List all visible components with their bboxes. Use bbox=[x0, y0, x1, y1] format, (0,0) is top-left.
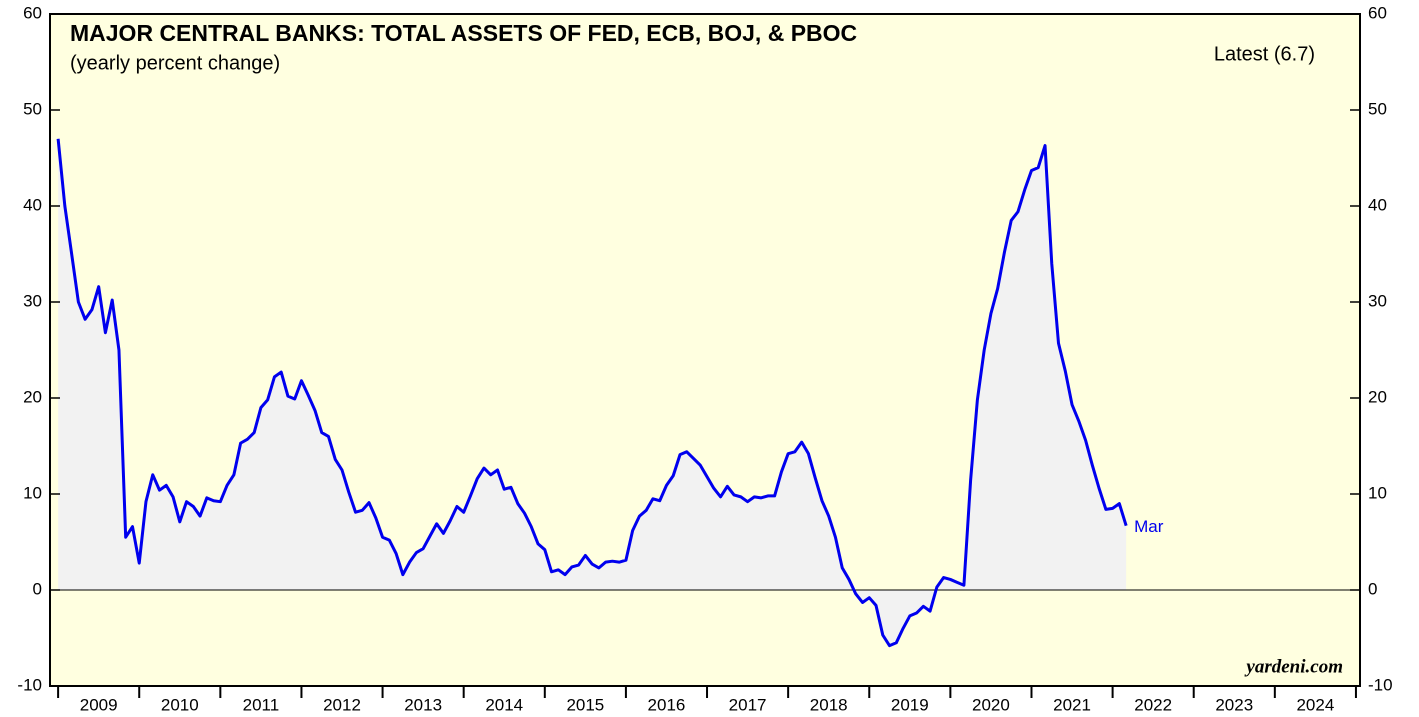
line bbox=[56, 138, 1128, 648]
area bbox=[58, 138, 1127, 646]
y-tick-label: 30 bbox=[23, 291, 42, 310]
y-tick-label: 50 bbox=[23, 99, 42, 118]
source: yardeni.com bbox=[1244, 656, 1343, 677]
chart-title: MAJOR CENTRAL BANKS: TOTAL ASSETS OF FED… bbox=[70, 20, 857, 46]
y2-tick-label: 50 bbox=[1368, 99, 1387, 118]
x-tick-label: 2014 bbox=[485, 695, 523, 714]
x-tick-label: 2023 bbox=[1215, 695, 1253, 714]
y-tick-label: -10 bbox=[17, 675, 42, 694]
x-tick-label: 2011 bbox=[243, 695, 280, 714]
x-tick-label: 2022 bbox=[1134, 695, 1172, 714]
y2-tick-label: 10 bbox=[1368, 483, 1387, 502]
y2-tick-label: 0 bbox=[1368, 579, 1377, 598]
x-tick-label: 2010 bbox=[161, 695, 199, 714]
y2-tick-label: 30 bbox=[1368, 291, 1387, 310]
latest-annotation: Latest (6.7) bbox=[1214, 43, 1315, 65]
x-tick-label: 2020 bbox=[972, 695, 1010, 714]
x-tick-label: 2021 bbox=[1053, 695, 1091, 714]
y-tick-label: 40 bbox=[23, 195, 42, 214]
y-tick-label: 20 bbox=[23, 387, 42, 406]
plot-frame bbox=[49, 13, 1361, 687]
y2-tick-label: -10 bbox=[1368, 675, 1393, 694]
x-tick-label: 2015 bbox=[566, 695, 604, 714]
x-tick-label: 2019 bbox=[891, 695, 929, 714]
y2-tick-label: 40 bbox=[1368, 195, 1387, 214]
y-tick-label: 10 bbox=[23, 483, 42, 502]
x-tick-label: 2018 bbox=[810, 695, 848, 714]
y-tick-label: 0 bbox=[33, 579, 42, 598]
y2-tick-label: 60 bbox=[1368, 3, 1387, 22]
x-tick-label: 2012 bbox=[323, 695, 361, 714]
x-tick-label: 2016 bbox=[648, 695, 686, 714]
y-tick-label: 60 bbox=[23, 3, 42, 22]
last-value-label: Mar bbox=[1134, 517, 1164, 536]
x-tick-label: 2009 bbox=[80, 695, 118, 714]
x-tick-label: 2017 bbox=[729, 695, 767, 714]
y2-tick-label: 20 bbox=[1368, 387, 1387, 406]
chart-subtitle: (yearly percent change) bbox=[70, 52, 280, 74]
x-tick-label: 2013 bbox=[404, 695, 442, 714]
x-tick-label: 2024 bbox=[1296, 695, 1334, 714]
